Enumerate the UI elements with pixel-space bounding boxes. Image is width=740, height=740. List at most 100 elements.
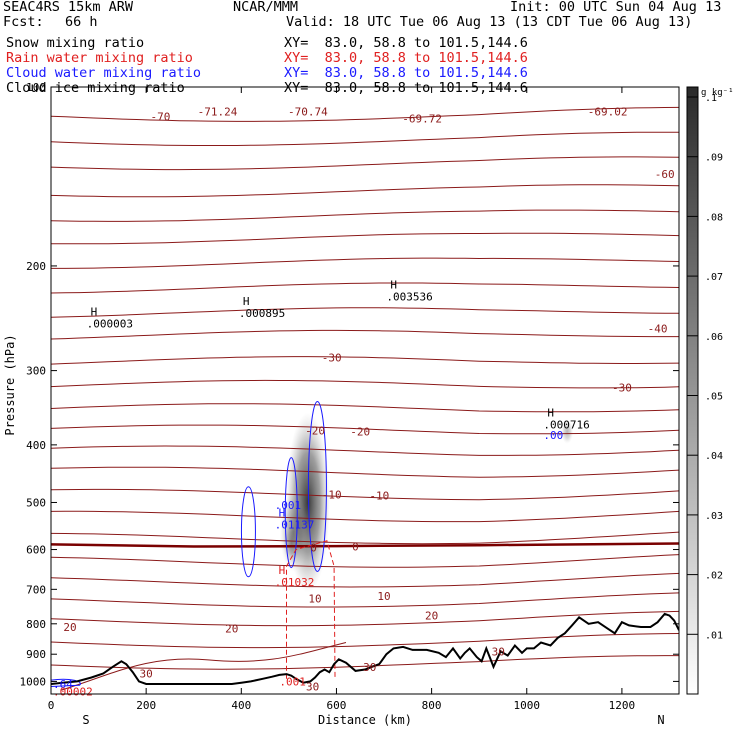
x-end-label-left: S — [82, 713, 89, 727]
isotherm — [51, 257, 679, 269]
x-tick-label: 0 — [48, 699, 55, 712]
cloud-water-contour — [307, 400, 327, 572]
isotherm-label: 0 — [310, 541, 317, 554]
maximum-marker: H — [91, 306, 98, 319]
x-tick-label: 1000 — [514, 699, 541, 712]
y-tick-label: 500 — [26, 496, 46, 509]
isotherm-label: -69.02 — [588, 106, 628, 119]
isotherm — [51, 554, 679, 568]
isotherm-label: 20 — [63, 621, 76, 634]
isotherm — [51, 356, 679, 365]
colorbar-tick-label: .02 — [705, 571, 723, 582]
y-tick-label: 1000 — [20, 675, 47, 688]
x-tick-label: 600 — [327, 699, 347, 712]
isotherm — [51, 156, 679, 171]
isotherm — [51, 655, 679, 670]
isotherm-label: 10 — [308, 592, 321, 605]
isotherm — [51, 633, 679, 649]
x-tick-label: 800 — [422, 699, 442, 712]
colorbar-tick-label: .06 — [705, 332, 723, 343]
maximum-value-label: .000003 — [87, 318, 133, 331]
org-name: NCAR/MMM — [233, 0, 299, 15]
isotherm — [60, 641, 347, 691]
colorbar-tick-label: .1 — [705, 93, 717, 104]
isotherm — [51, 592, 679, 608]
maximum-value-label: .00002 — [53, 686, 93, 699]
maximum-marker: H — [243, 295, 250, 308]
y-tick-label: 300 — [26, 365, 46, 378]
isotherm-label: 30 — [492, 645, 505, 658]
isotherm-label: 10 — [377, 590, 390, 603]
init-time: Init: 00 UTC Sun 04 Aug 13 — [510, 0, 722, 15]
field-xy-rain: XY= 83.0, 58.8 to 101.5,144.6 — [284, 50, 528, 66]
isotherm — [51, 379, 679, 389]
isotherm — [51, 329, 679, 340]
field-label-rain: Rain water mixing ratio — [6, 50, 193, 66]
isotherm-label: -71.24 — [198, 106, 238, 119]
maximum-marker: H — [390, 278, 397, 291]
isotherm — [51, 307, 679, 318]
maximum-value-label: .000895 — [239, 307, 285, 320]
x-axis-title: Distance (km) — [318, 713, 412, 727]
field-xy-snow: XY= 83.0, 58.8 to 101.5,144.6 — [284, 35, 528, 51]
isotherm — [51, 424, 679, 435]
isotherm — [51, 232, 679, 245]
isotherm — [51, 282, 679, 294]
isotherm-label: 30 — [140, 668, 153, 681]
maximum-value-label: .00 — [543, 429, 563, 442]
field-label-cloud-ice: Cloud ice mixing ratio — [6, 80, 185, 96]
rain-water-contour — [286, 540, 336, 679]
isotherm-label: -70.74 — [288, 106, 328, 119]
isotherm — [51, 531, 679, 545]
field-label-snow: Snow mixing ratio — [6, 35, 145, 51]
mixing-ratio-shading — [561, 419, 574, 444]
isotherm-label: -40 — [648, 323, 668, 336]
isotherm — [51, 466, 679, 478]
isotherm — [51, 610, 679, 627]
y-tick-label: 800 — [26, 618, 46, 631]
colorbar-tick-label: .08 — [705, 212, 723, 223]
isotherm-label: 20 — [425, 610, 438, 623]
isotherm-label: 20 — [225, 623, 238, 636]
isotherm — [51, 403, 679, 413]
y-tick-label: 400 — [26, 439, 46, 452]
colorbar-tick-label: .09 — [705, 153, 723, 164]
x-tick-label: 400 — [231, 699, 251, 712]
isotherm — [51, 572, 679, 588]
maximum-value-label: .64 — [53, 678, 73, 691]
x-tick-label: 200 — [136, 699, 156, 712]
y-tick-label: 200 — [26, 260, 46, 273]
cloud-water-contour — [284, 457, 298, 569]
maximum-value-label: .000716 — [543, 419, 589, 432]
isotherm — [51, 488, 679, 501]
model-name: SEAC4RS 15km ARW — [3, 0, 134, 15]
colorbar-tick-label: .05 — [705, 392, 723, 403]
valid-time: Valid: 18 UTC Tue 06 Aug 13 (13 CDT Tue … — [286, 14, 693, 30]
isotherm-label: 30 — [306, 681, 319, 694]
y-tick-label: 100 — [26, 81, 46, 94]
isotherm — [51, 209, 679, 222]
isotherm-label: -20 — [305, 424, 325, 437]
maximum-value-label: .001 — [275, 499, 302, 512]
isotherm — [51, 510, 679, 523]
x-end-label-right: N — [657, 713, 664, 727]
colorbar-tick-label: .04 — [705, 451, 723, 462]
isotherm-label: 30 — [363, 661, 376, 674]
terrain-line — [51, 612, 679, 685]
isotherm-label: -60 — [655, 168, 675, 181]
maximum-value-label: .001 — [279, 675, 306, 688]
y-tick-label: 600 — [26, 544, 46, 557]
forecast-hour: 66 h — [65, 14, 98, 30]
isotherm — [51, 445, 679, 456]
maximum-marker: H — [279, 564, 286, 577]
maximum-value-label: .003536 — [386, 290, 432, 303]
maximum-value-label: .01137 — [275, 519, 315, 532]
x-tick-label: 1200 — [609, 699, 636, 712]
isotherm-label: -70 — [150, 110, 170, 123]
plot-frame — [50, 86, 680, 695]
colorbar-tick-label: .07 — [705, 272, 723, 283]
maximum-marker: H — [279, 507, 286, 520]
isotherm — [51, 184, 679, 198]
isotherm-label: -20 — [350, 426, 370, 439]
